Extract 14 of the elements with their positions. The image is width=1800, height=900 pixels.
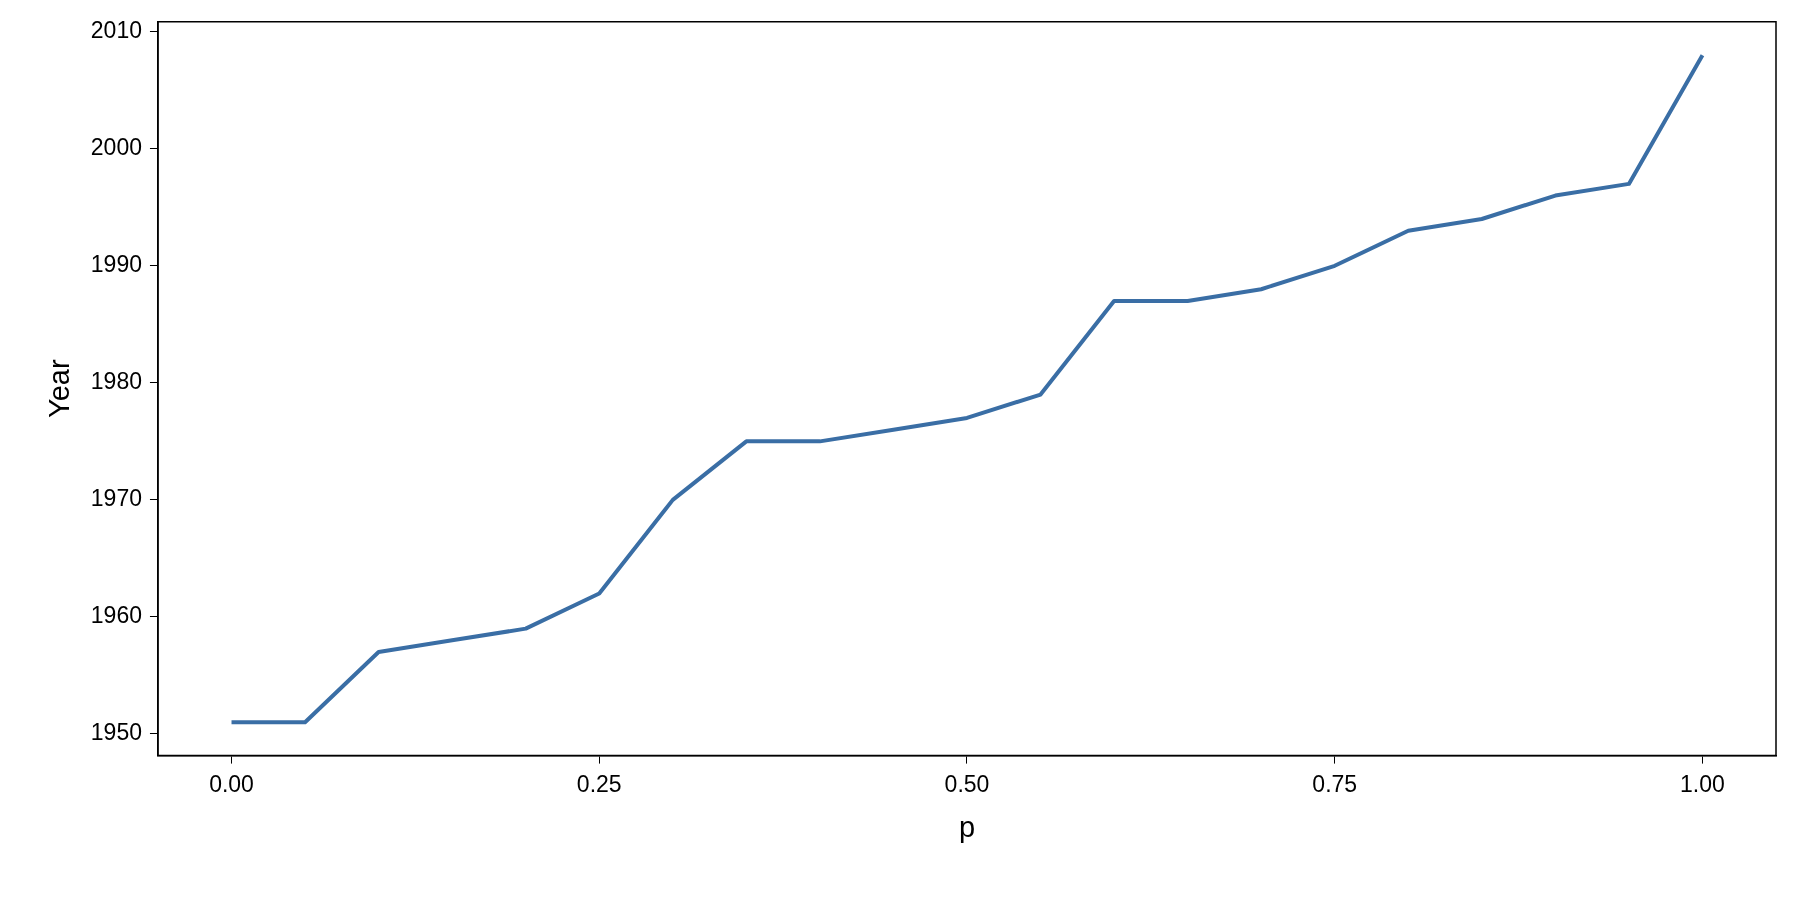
y-axis-title: Year <box>43 359 76 418</box>
y-tick-label: 2000 <box>90 134 142 161</box>
x-tick-label: 0.25 <box>576 770 622 797</box>
x-axis-title: p <box>958 810 976 843</box>
y-tick-label: 1960 <box>90 602 142 629</box>
x-tick-label: 0.00 <box>209 770 254 797</box>
x-tick-label: 0.50 <box>944 770 990 797</box>
y-tick-label: 1990 <box>90 251 142 278</box>
y-tick-label: 1970 <box>90 485 142 512</box>
y-tick-label: 2010 <box>90 17 142 44</box>
y-tick-label: 1980 <box>90 368 142 395</box>
x-tick-label: 0.75 <box>1312 770 1358 797</box>
x-tick-label: 1.00 <box>1680 770 1725 797</box>
y-tick-label: 1950 <box>90 719 142 746</box>
